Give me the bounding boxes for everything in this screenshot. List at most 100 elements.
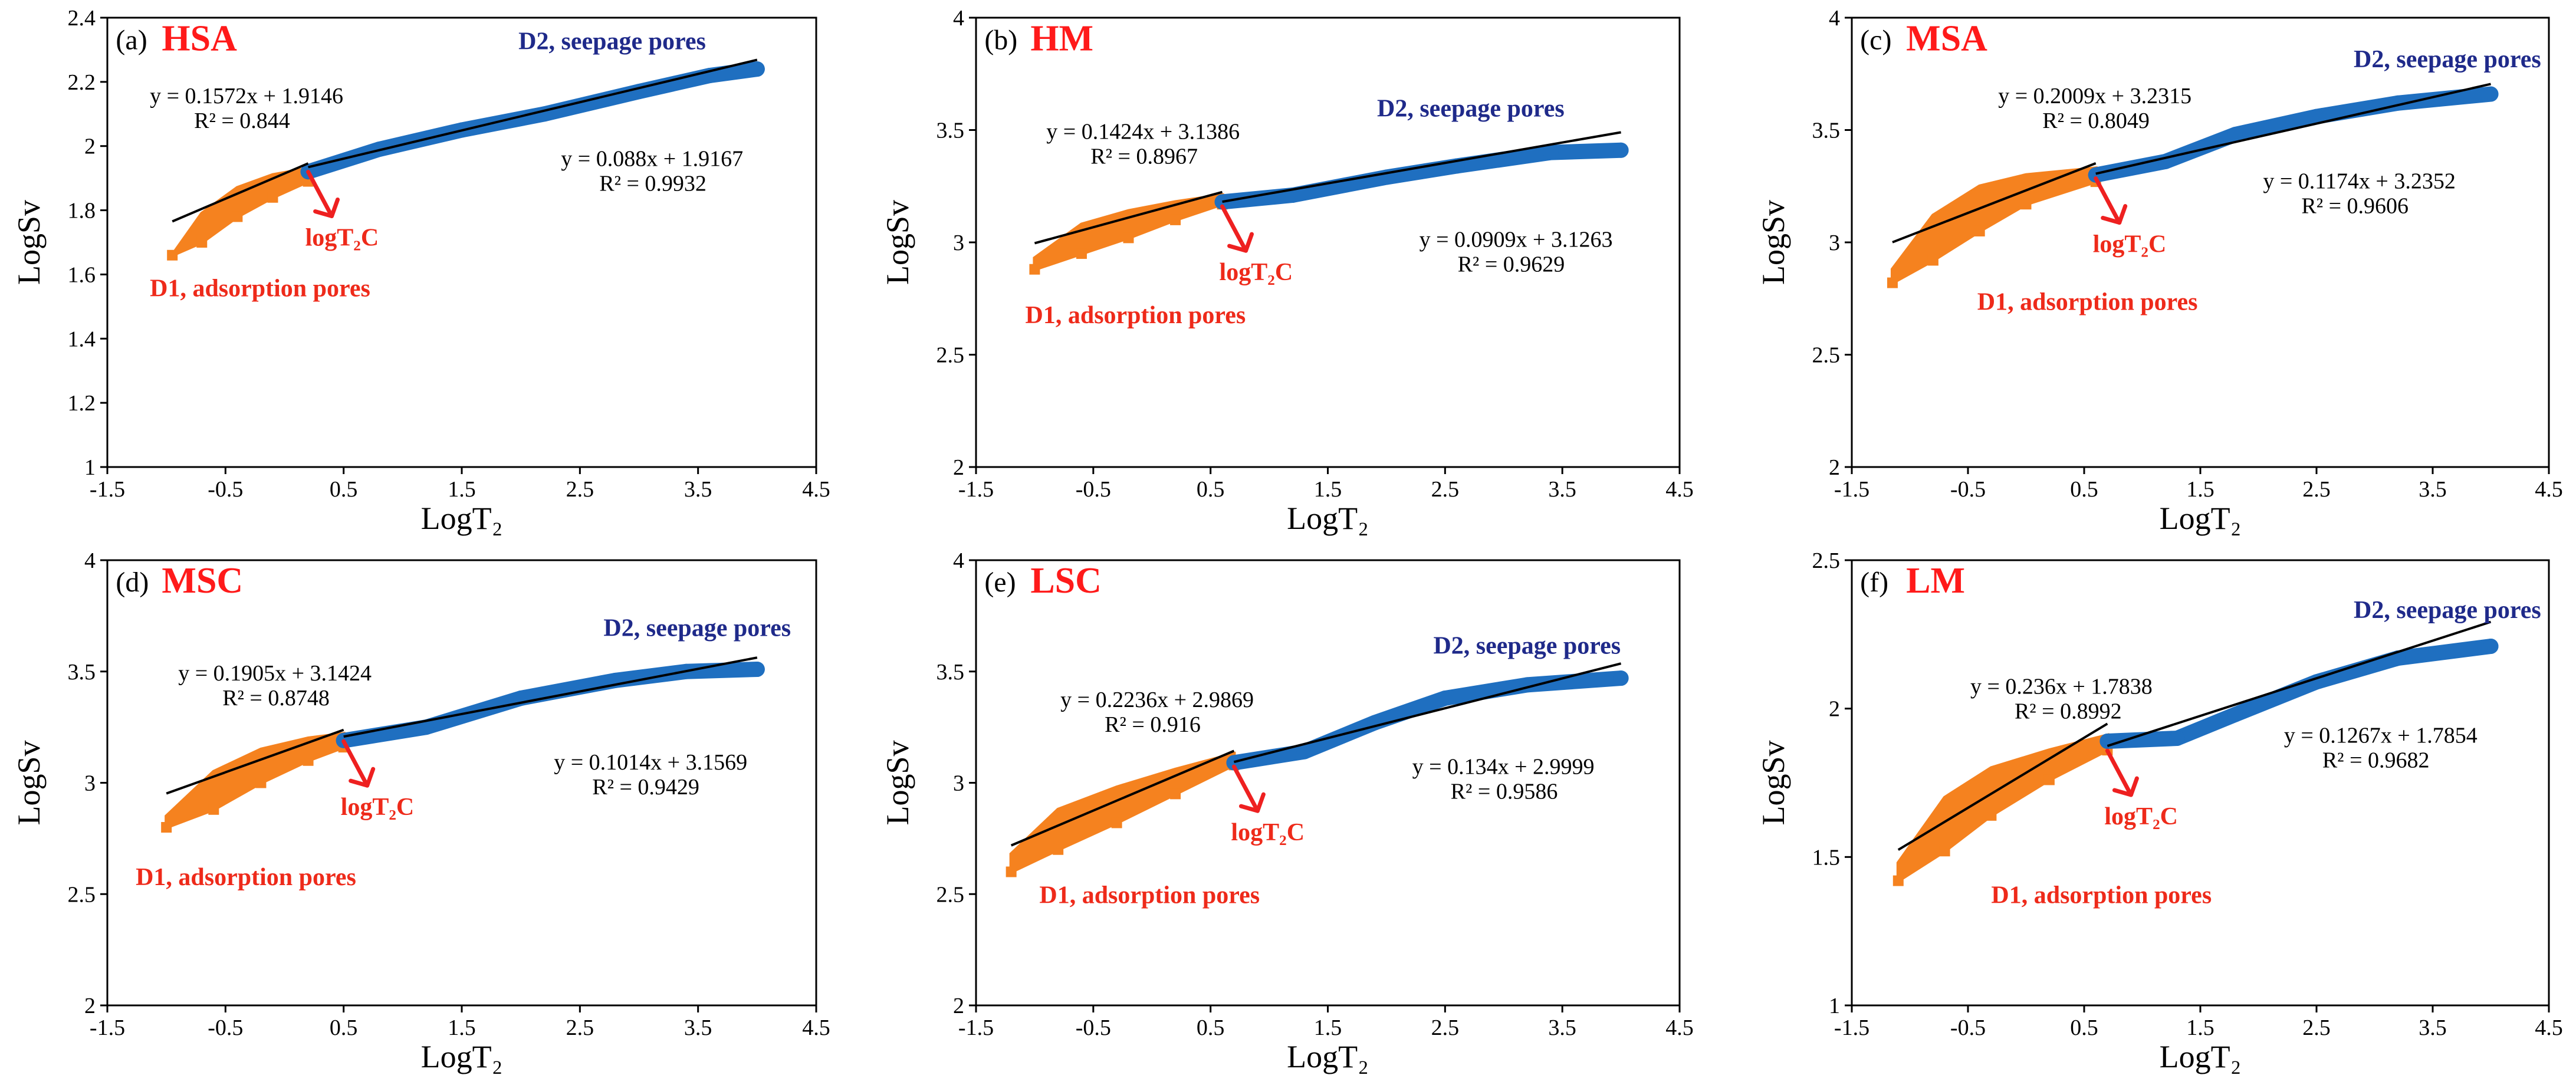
breakpoint-label: logT₂C <box>2104 803 2178 830</box>
x-tick-label: 2.5 <box>2302 477 2331 502</box>
fit-line-d1 <box>1034 190 1223 245</box>
panel-label: (c) <box>1860 24 1891 55</box>
fit-line-d2 <box>1222 131 1621 203</box>
series-d1-point <box>1939 846 1950 857</box>
x-tick-label: -1.5 <box>958 1015 994 1040</box>
x-tick-label: -1.5 <box>90 477 125 502</box>
breakpoint-arrow-shaft <box>341 739 370 788</box>
panel-title: LM <box>1906 561 1965 601</box>
y-axis-label: LogSv <box>880 200 915 285</box>
d1-adsorption-label: D1, adsorption pores <box>1026 302 1246 329</box>
series-d1-point <box>1986 810 1997 821</box>
x-axis-label: LogT₂ <box>421 1039 503 1074</box>
x-tick-label: 4.5 <box>1665 477 1694 502</box>
y-tick-label: 2.5 <box>937 882 965 907</box>
series-d1-point <box>2020 199 2032 210</box>
series-d2-point <box>2227 127 2243 143</box>
d2-seepage-label: D2, seepage pores <box>518 28 706 55</box>
x-tick-label: 4.5 <box>2535 477 2563 502</box>
fit-equation-d1: y = 0.1572x + 1.9146 <box>150 84 343 108</box>
breakpoint-arrow-head <box>1238 792 1266 813</box>
x-tick-label: -0.5 <box>208 1015 243 1040</box>
d1-adsorption-label: D1, adsorption pores <box>150 275 370 302</box>
x-axis-label: LogT₂ <box>421 501 503 536</box>
x-tick-label: -0.5 <box>208 477 243 502</box>
y-axis-label: LogSv <box>880 740 915 825</box>
fit-equation-d2: y = 0.134x + 2.9999 <box>1412 754 1595 779</box>
panel-label: (e) <box>984 567 1016 598</box>
y-tick-label: 2 <box>1829 455 1840 480</box>
fit-line-d2 <box>308 58 758 169</box>
series-d2-point <box>2099 734 2115 749</box>
y-tick-label: 3 <box>953 771 964 796</box>
series-d1-point <box>208 804 219 815</box>
breakpoint-label: logT₂C <box>341 794 415 821</box>
series-d1-point <box>1029 264 1040 275</box>
series-d1-point <box>1006 866 1017 877</box>
breakpoint-arrow-shaft <box>1220 204 1248 253</box>
y-tick-label: 4 <box>84 548 96 573</box>
d2-seepage-label: D2, seepage pores <box>2354 597 2541 624</box>
series-d1-point <box>1111 817 1122 828</box>
d1-adsorption-label: D1, adsorption pores <box>1977 288 2198 315</box>
series-d2-point <box>1613 670 1629 686</box>
fit-line-d1 <box>1892 162 2097 244</box>
series-d2-seepage-curve <box>336 661 765 748</box>
panel-title: HSA <box>162 18 237 58</box>
y-tick-label: 4 <box>1829 6 1840 31</box>
breakpoint-label: logT₂C <box>2093 231 2167 258</box>
x-tick-label: 0.5 <box>1197 477 1225 502</box>
x-tick-label: 3.5 <box>1548 1015 1576 1040</box>
x-tick-label: -0.5 <box>1076 1015 1111 1040</box>
series-d1-adsorption-band <box>1890 166 2098 286</box>
series-d1-point <box>1887 277 1898 288</box>
y-tick-label: 2 <box>953 455 964 480</box>
series-d1-point <box>2043 774 2055 785</box>
y-tick-label: 3 <box>1829 231 1840 255</box>
series-d2-seepage-curve <box>2099 638 2499 749</box>
y-tick-label: 1.6 <box>68 262 96 287</box>
x-tick-label: -1.5 <box>1834 477 1869 502</box>
y-tick-label: 1 <box>1829 994 1840 1018</box>
y-tick-label: 2.5 <box>1812 343 1841 368</box>
x-tick-label: 1.5 <box>2186 477 2214 502</box>
d1-adsorption-label: D1, adsorption pores <box>1039 882 1260 909</box>
series-d1-point <box>196 237 208 248</box>
y-tick-label: 2.5 <box>1812 548 1841 573</box>
fit-line-d1 <box>1897 722 2108 851</box>
y-tick-label: 2.2 <box>68 70 96 95</box>
series-d1-adsorption-band <box>1009 751 1236 875</box>
series-d2-point <box>1613 142 1629 158</box>
panel-title: MSA <box>1906 18 1987 58</box>
y-axis-label: LogSv <box>1756 200 1791 285</box>
fit-r2-d1: R² = 0.916 <box>1105 712 1201 737</box>
x-tick-label: 0.5 <box>330 477 358 502</box>
x-tick-label: 0.5 <box>2070 1015 2098 1040</box>
panel-title: HM <box>1030 18 1093 58</box>
series-d1-adsorption-band <box>1896 733 2110 885</box>
panel-lm: -1.5 -0.5 0.5 1.5 2.5 3.5 4.5 1 1.5 2 2.5 LogT₂ LogS… <box>1756 548 2563 1074</box>
panel-msc: -1.5 -0.5 0.5 1.5 2.5 3.5 4.5 2 2.5 3 3.5 4 LogT₂ Log… <box>11 548 830 1074</box>
d2-seepage-label: D2, seepage pores <box>1433 633 1621 660</box>
series-d1-point <box>303 755 314 766</box>
y-tick-label: 3.5 <box>68 660 96 685</box>
breakpoint-arrow-shaft <box>306 169 334 218</box>
breakpoint-arrow-head <box>349 767 376 788</box>
fit-r2-d1: R² = 0.8049 <box>2042 108 2150 133</box>
breakpoint-label: logT₂C <box>305 224 379 251</box>
y-tick-label: 4 <box>953 548 964 573</box>
fit-r2-d1: R² = 0.8992 <box>2015 699 2122 724</box>
x-tick-label: 4.5 <box>2535 1015 2563 1040</box>
x-axis-label: LogT₂ <box>1287 1039 1369 1074</box>
series-d2-seepage-curve <box>1226 670 1629 771</box>
x-tick-label: -0.5 <box>1076 477 1111 502</box>
series-d1-point <box>1123 232 1134 244</box>
series-d1-point <box>1927 255 1938 266</box>
y-tick-label: 1.4 <box>68 327 96 351</box>
panel-title: MSC <box>162 561 243 601</box>
series-d2-point <box>2483 638 2499 654</box>
y-tick-label: 3 <box>84 771 96 796</box>
x-tick-label: 2.5 <box>566 1015 594 1040</box>
fit-line-d2 <box>1233 662 1622 764</box>
series-d2-point <box>2227 706 2243 722</box>
